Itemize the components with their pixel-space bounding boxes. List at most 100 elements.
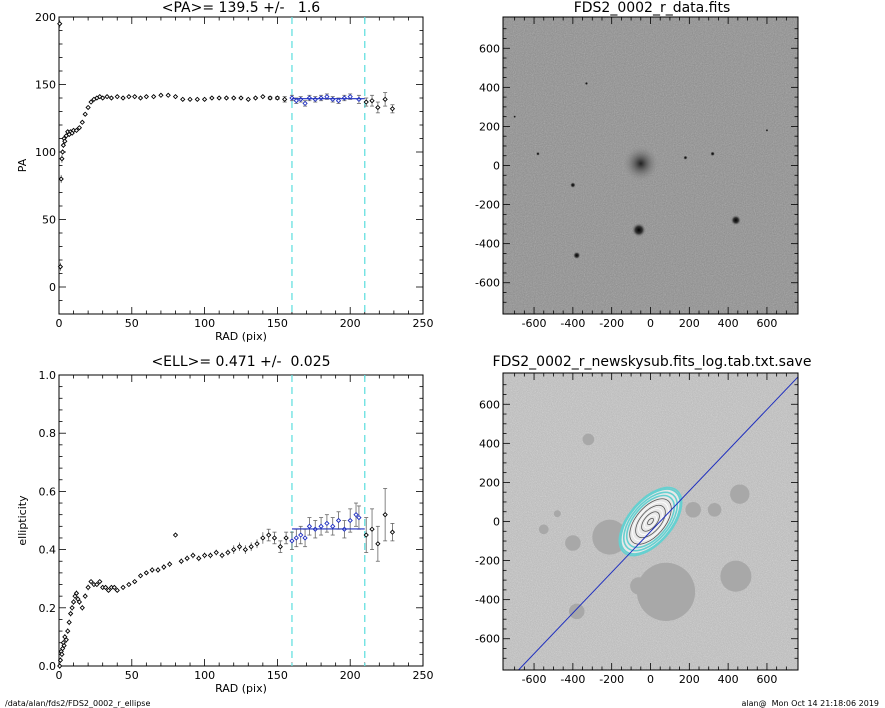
- x-tick-label: 200: [340, 317, 361, 330]
- data-point: [302, 535, 308, 541]
- data-point: [293, 98, 299, 104]
- bright-source: [584, 81, 589, 86]
- data-point: [155, 567, 161, 573]
- data-point: [94, 581, 100, 588]
- x-tick-label: 150: [267, 317, 288, 330]
- data-point: [104, 94, 110, 100]
- isophote-ellipse: [641, 511, 660, 532]
- x-axis-label: RAD (pix): [215, 330, 267, 343]
- masked-region: [730, 484, 750, 504]
- bright-source: [683, 155, 688, 160]
- x-tick-label: -600: [522, 317, 547, 330]
- major-axis-line: [518, 376, 798, 670]
- data-point: [363, 99, 369, 105]
- data-point: [114, 94, 120, 100]
- data-point: [57, 264, 64, 270]
- data-point: [213, 549, 219, 556]
- masked-region: [636, 562, 696, 621]
- data-point: [190, 552, 196, 559]
- masked-region: [582, 433, 595, 446]
- bright-source: [710, 151, 715, 157]
- x-tick-label: 50: [125, 317, 139, 330]
- data-point: [330, 96, 336, 102]
- x-axis-label: RAD (pix): [215, 682, 267, 695]
- y-tick-label: -200: [475, 199, 500, 212]
- y-tick-label: 0.8: [39, 427, 57, 440]
- data-point: [132, 94, 138, 100]
- data-point: [260, 94, 266, 100]
- image-sources: [513, 81, 769, 260]
- data-point: [172, 94, 179, 100]
- data-point: [248, 544, 254, 550]
- data-point: [57, 657, 64, 663]
- data-point: [61, 642, 67, 649]
- data-point: [88, 99, 94, 105]
- data-point: [76, 599, 83, 605]
- data-point: [207, 552, 214, 559]
- bright-source: [765, 128, 769, 132]
- data-point: [196, 555, 202, 561]
- y-tick-label: 0.6: [39, 485, 57, 498]
- data-point: [231, 95, 237, 101]
- y-axis-label: ellipticity: [16, 495, 29, 546]
- data-point: [369, 526, 375, 532]
- data-point: [126, 94, 132, 100]
- x-tick-label: -400: [560, 673, 585, 686]
- data-point: [236, 544, 243, 550]
- data-point: [63, 637, 69, 643]
- ellipticity-plot: 0 50 100 150 200 250 0.0 0.2 0.4 0.6 0.8 1.0 RAD (pi…: [16, 369, 434, 695]
- data-point: [180, 96, 186, 102]
- y-tick-label: -600: [475, 277, 500, 290]
- data-point: [356, 96, 362, 102]
- data-point: [137, 573, 144, 579]
- isophote-ellipse: [638, 508, 663, 535]
- data-point: [356, 514, 362, 521]
- data-point: [312, 96, 318, 102]
- data-point: [158, 92, 164, 98]
- data-point: [161, 564, 167, 570]
- plot-frame: [58, 374, 424, 667]
- data-point: [187, 96, 193, 102]
- data-point: [277, 544, 283, 550]
- y-tick-label: 0.0: [39, 660, 57, 673]
- data-point: [271, 535, 278, 541]
- x-tick-label: 600: [756, 317, 777, 330]
- data-point: [143, 94, 149, 100]
- bright-source: [570, 182, 576, 188]
- footer-timestamp: alan@ Mon Oct 14 21:18:06 2019: [741, 699, 879, 708]
- bright-source: [730, 215, 742, 226]
- data-point: [100, 95, 106, 101]
- masked-region: [538, 524, 549, 535]
- data-point: [178, 558, 184, 564]
- masked-region: [592, 519, 628, 555]
- image-frame: [502, 16, 799, 315]
- data-point: [318, 95, 324, 101]
- data-point: [149, 567, 155, 573]
- data-point: [216, 95, 222, 101]
- data-point: [111, 584, 117, 591]
- data-point: [282, 96, 288, 102]
- image2-title: FDS2_0002_r_newskysub.fits_log.tab.txt.s…: [492, 354, 812, 370]
- isophote-ellipse: [647, 517, 654, 526]
- y-tick-label: 200: [35, 11, 56, 24]
- masked-region: [720, 560, 752, 592]
- data-point: [172, 532, 179, 538]
- data-point: [245, 96, 251, 102]
- data-point: [143, 570, 149, 576]
- data-point: [102, 584, 109, 591]
- central-galaxy: [622, 144, 660, 183]
- data-point: [375, 104, 381, 111]
- y-tick-label: -400: [475, 238, 500, 251]
- x-tick-label: 200: [679, 673, 700, 686]
- pa-plot: 0 50 100 150 200 250 0 50 100 150 200 RAD (pix) PA: [16, 11, 434, 343]
- data-point: [223, 95, 230, 101]
- x-tick-label: 100: [194, 669, 215, 682]
- data-point: [79, 119, 85, 125]
- x-tick-label: 250: [413, 317, 434, 330]
- y-tick-label: 0: [493, 160, 500, 173]
- y-tick-label: 150: [35, 79, 56, 92]
- data-point: [330, 523, 336, 529]
- data-point: [120, 95, 126, 101]
- x-tick-label: 400: [718, 673, 739, 686]
- data-point: [341, 95, 348, 101]
